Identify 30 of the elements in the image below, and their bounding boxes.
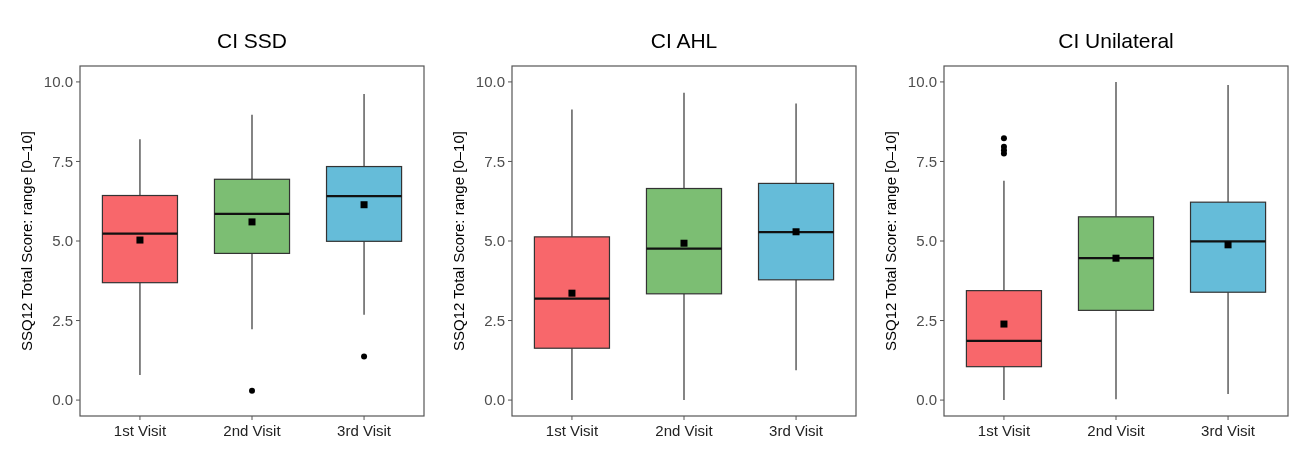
x-tick-label: 3rd Visit: [769, 422, 824, 439]
x-tick-label: 2nd Visit: [655, 422, 714, 439]
y-tick-label: 10.0: [43, 73, 73, 91]
y-tick-label: 0.0: [484, 391, 505, 409]
y-tick-label: 5.0: [52, 232, 73, 250]
x-tick-label: 1st Visit: [545, 422, 599, 439]
y-axis-title: SSQ12 Total Score: range [0–10]: [18, 131, 35, 351]
y-tick-label: 10.0: [907, 73, 937, 91]
y-tick-label: 2.5: [916, 311, 937, 329]
y-tick-label: 5.0: [484, 232, 505, 250]
y-tick-label: 0.0: [52, 391, 73, 409]
y-tick-label: 7.5: [52, 152, 73, 170]
x-tick-label: 1st Visit: [113, 422, 167, 439]
x-tick-label: 2nd Visit: [1087, 422, 1146, 439]
y-tick-label: 2.5: [484, 311, 505, 329]
y-tick-label: 2.5: [52, 311, 73, 329]
x-tick-label: 2nd Visit: [223, 422, 282, 439]
y-tick-label: 10.0: [475, 73, 505, 91]
y-tick-label: 0.0: [916, 391, 937, 409]
y-tick-label: 7.5: [916, 152, 937, 170]
y-axis-title: SSQ12 Total Score: range [0–10]: [882, 131, 899, 351]
y-axis-title: SSQ12 Total Score: range [0–10]: [450, 131, 467, 351]
x-tick-label: 1st Visit: [977, 422, 1031, 439]
chart-title: CI SSD: [216, 29, 288, 52]
chart-title: CI AHL: [650, 29, 718, 52]
y-tick-label: 7.5: [484, 152, 505, 170]
x-tick-label: 3rd Visit: [1201, 422, 1256, 439]
chart-title: CI Unilateral: [1058, 29, 1174, 52]
y-tick-label: 5.0: [916, 232, 937, 250]
x-tick-label: 3rd Visit: [337, 422, 392, 439]
